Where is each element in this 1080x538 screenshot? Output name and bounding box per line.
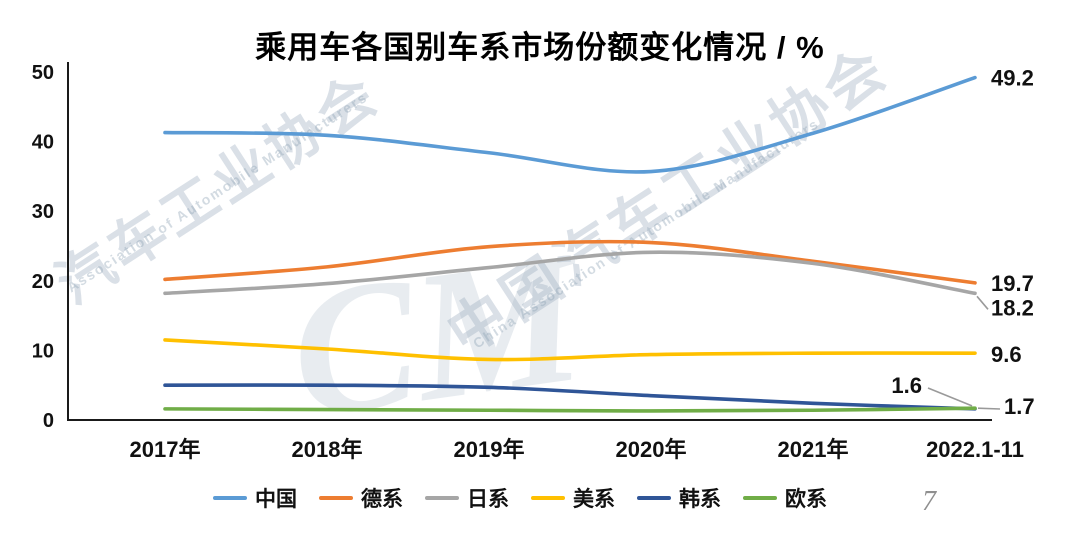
legend-item-3: 美系 xyxy=(531,483,615,513)
x-axis-tick-label: 2017年 xyxy=(130,437,201,462)
chart-axes xyxy=(67,62,992,421)
legend-item-2: 日系 xyxy=(425,483,509,513)
x-axis-tick-label: 2022.1-11 xyxy=(926,437,1024,462)
legend-swatch-5 xyxy=(743,496,777,500)
series-end-label-1: 19.7 xyxy=(991,271,1034,296)
x-axis-tick-label: 2018年 xyxy=(292,437,363,462)
line-chart: 0 10 20 30 40 50 2017年 2018年 2019年 2020年 2021年 2022… xyxy=(32,62,1035,462)
legend-item-1: 德系 xyxy=(319,483,403,513)
legend-item-4: 韩系 xyxy=(637,483,721,513)
legend-item-5: 欧系 xyxy=(743,483,827,513)
x-axis-tick-label: 2020年 xyxy=(616,437,687,462)
legend-label-0: 中国 xyxy=(255,488,297,511)
series-line-4 xyxy=(163,383,977,411)
legend-label-2: 日系 xyxy=(467,488,509,511)
series-line-1 xyxy=(163,239,977,285)
y-axis-tick-label: 10 xyxy=(32,340,54,362)
legend-label-3: 美系 xyxy=(573,488,615,511)
y-axis-tick-label: 40 xyxy=(32,132,54,154)
end-label-leader-2 xyxy=(976,295,989,310)
series-end-label-3: 9.6 xyxy=(991,342,1022,367)
series-line-5 xyxy=(163,406,977,413)
x-axis-tick-label: 2019年 xyxy=(454,437,525,462)
legend-swatch-0 xyxy=(213,496,247,500)
legend-label-4: 韩系 xyxy=(679,488,721,511)
series-line-2 xyxy=(163,250,977,296)
y-axis-tick-label: 50 xyxy=(32,62,54,84)
y-axis-tick-label: 0 xyxy=(43,410,54,432)
end-label-leader-5 xyxy=(977,407,1001,410)
series-line-0 xyxy=(163,75,977,174)
x-axis-tick-label: 2021年 xyxy=(778,437,849,462)
legend-item-0: 中国 xyxy=(213,483,297,513)
page-number: 7 xyxy=(922,486,936,517)
series-end-label-2: 18.2 xyxy=(991,295,1034,320)
legend-swatch-4 xyxy=(637,496,671,500)
y-axis-tick-label: 20 xyxy=(32,271,54,293)
chart-title: 乘用车各国别车系市场份额变化情况 / % xyxy=(255,30,825,65)
y-axis-tick-label: 30 xyxy=(32,201,54,223)
series-end-label-5: 1.7 xyxy=(1004,394,1035,419)
chart-legend: 中国 德系 日系 美系 韩系 欧系 xyxy=(0,483,1040,513)
legend-swatch-3 xyxy=(531,496,565,500)
legend-label-5: 欧系 xyxy=(785,488,827,511)
series-end-label-0: 49.2 xyxy=(991,66,1034,91)
legend-swatch-2 xyxy=(425,496,459,500)
legend-label-1: 德系 xyxy=(361,488,403,511)
end-label-leader-4 xyxy=(927,387,973,407)
series-end-label-4: 1.6 xyxy=(891,373,922,398)
series-line-3 xyxy=(163,338,977,362)
legend-swatch-1 xyxy=(319,496,353,500)
